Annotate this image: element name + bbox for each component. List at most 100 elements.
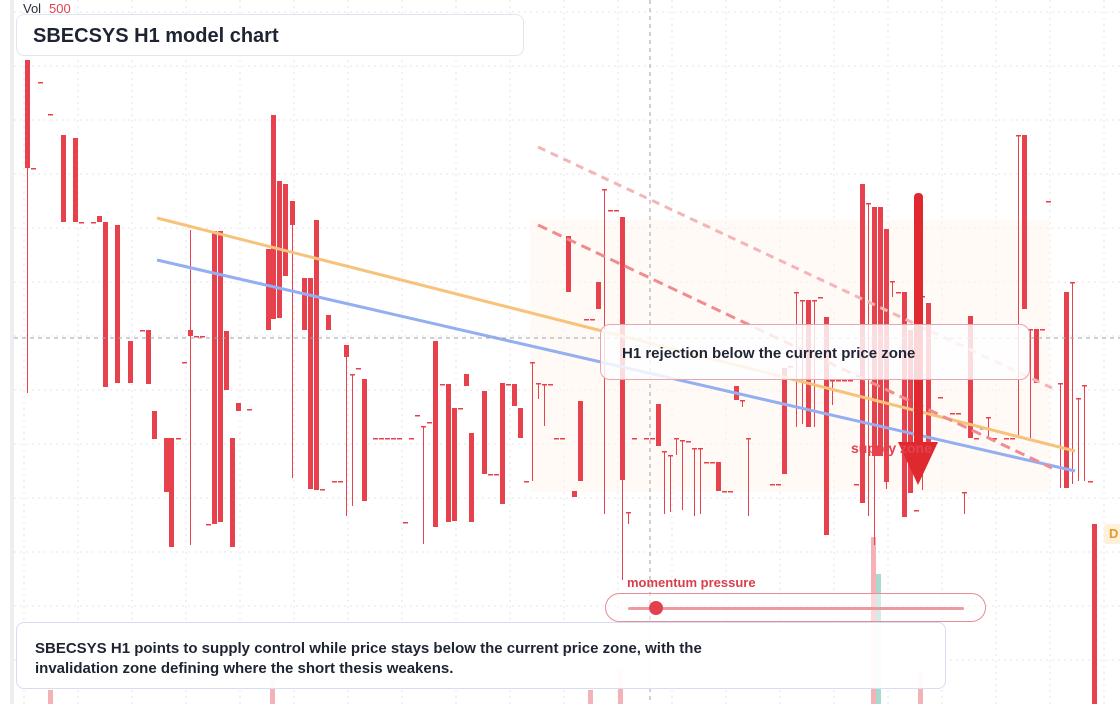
candle	[73, 138, 78, 222]
candle	[1046, 201, 1051, 203]
candle	[740, 400, 745, 407]
chart-title: SBECSYS H1 model chart	[33, 25, 279, 47]
candle	[518, 408, 523, 438]
candle	[722, 491, 727, 493]
candle	[770, 484, 775, 486]
candle	[1070, 282, 1075, 484]
candle	[560, 438, 565, 440]
candle	[415, 415, 420, 417]
candle	[1088, 481, 1093, 483]
candle	[536, 383, 541, 399]
candle	[1028, 329, 1033, 438]
candle	[356, 368, 361, 370]
candle	[452, 408, 457, 521]
momentum-knob[interactable]	[648, 601, 663, 615]
candle	[776, 484, 781, 486]
channel-upper	[537, 145, 1053, 390]
candle	[1082, 385, 1087, 481]
candle	[956, 413, 961, 415]
candle	[500, 383, 505, 504]
momentum-slider[interactable]	[605, 593, 986, 622]
supply-arrow-head	[898, 442, 938, 485]
candle	[409, 438, 414, 440]
candle	[854, 484, 859, 486]
candle	[506, 384, 511, 386]
candle	[896, 292, 901, 294]
candle	[680, 440, 685, 510]
candle	[200, 336, 205, 338]
d-badge: D	[1104, 524, 1120, 544]
candle	[314, 220, 319, 490]
supply-zone-label: supply zone	[851, 440, 932, 456]
volume-value: 500	[49, 1, 71, 16]
candle	[848, 380, 853, 382]
candle	[464, 374, 469, 386]
candle	[61, 135, 66, 222]
candle	[224, 331, 229, 390]
candle	[494, 474, 499, 476]
candle	[302, 278, 307, 330]
left-axis-strip	[10, 0, 14, 704]
candle	[326, 315, 331, 330]
candle	[403, 522, 408, 524]
candle	[91, 222, 96, 224]
channel-lower	[537, 223, 1053, 470]
callout-text: H1 rejection below the current price zon…	[622, 345, 916, 362]
candle	[308, 278, 313, 489]
candle	[206, 524, 211, 526]
candle	[650, 438, 655, 440]
volume-bar	[1092, 524, 1097, 704]
candle	[938, 397, 943, 399]
candle	[962, 492, 967, 514]
candle	[548, 384, 553, 386]
candle	[974, 438, 979, 440]
candle	[716, 462, 721, 491]
rejection-callout: H1 rejection below the current price zon…	[600, 324, 1030, 380]
candle	[662, 451, 667, 514]
candle	[332, 481, 337, 483]
candle	[266, 249, 271, 330]
candle	[608, 210, 613, 212]
candle	[626, 512, 631, 524]
candle	[524, 481, 529, 483]
candle	[566, 236, 571, 292]
candle	[1064, 292, 1069, 488]
candle	[950, 413, 955, 415]
momentum-label: momentum pressure	[627, 575, 756, 590]
candle	[554, 438, 559, 440]
candle	[914, 510, 919, 512]
candle	[350, 374, 355, 506]
candle	[427, 422, 432, 424]
candle	[283, 184, 288, 276]
candle	[373, 438, 378, 440]
candle	[97, 216, 102, 222]
candle	[578, 401, 583, 481]
candle	[169, 438, 174, 547]
candle	[290, 201, 295, 478]
candle	[584, 319, 589, 321]
candle	[656, 404, 661, 446]
volume-label: Vol	[23, 1, 42, 16]
candle	[590, 319, 595, 321]
candle	[830, 380, 835, 405]
candle	[728, 491, 733, 493]
candle	[182, 362, 187, 364]
candle	[746, 438, 751, 516]
candle	[632, 438, 637, 440]
candle	[530, 362, 535, 481]
candle	[271, 115, 276, 319]
summary-text: SBECSYS H1 points to supply control whil…	[35, 640, 702, 677]
candle	[247, 409, 252, 411]
candle	[704, 462, 709, 464]
candle	[698, 448, 703, 514]
candle	[1076, 398, 1081, 481]
candle	[31, 168, 36, 170]
candle	[164, 438, 169, 492]
candle	[644, 438, 649, 440]
candle	[572, 491, 577, 497]
candle	[194, 336, 199, 338]
momentum-track	[628, 607, 964, 610]
candle	[230, 438, 235, 547]
candle	[421, 426, 426, 544]
candle	[1010, 438, 1015, 440]
